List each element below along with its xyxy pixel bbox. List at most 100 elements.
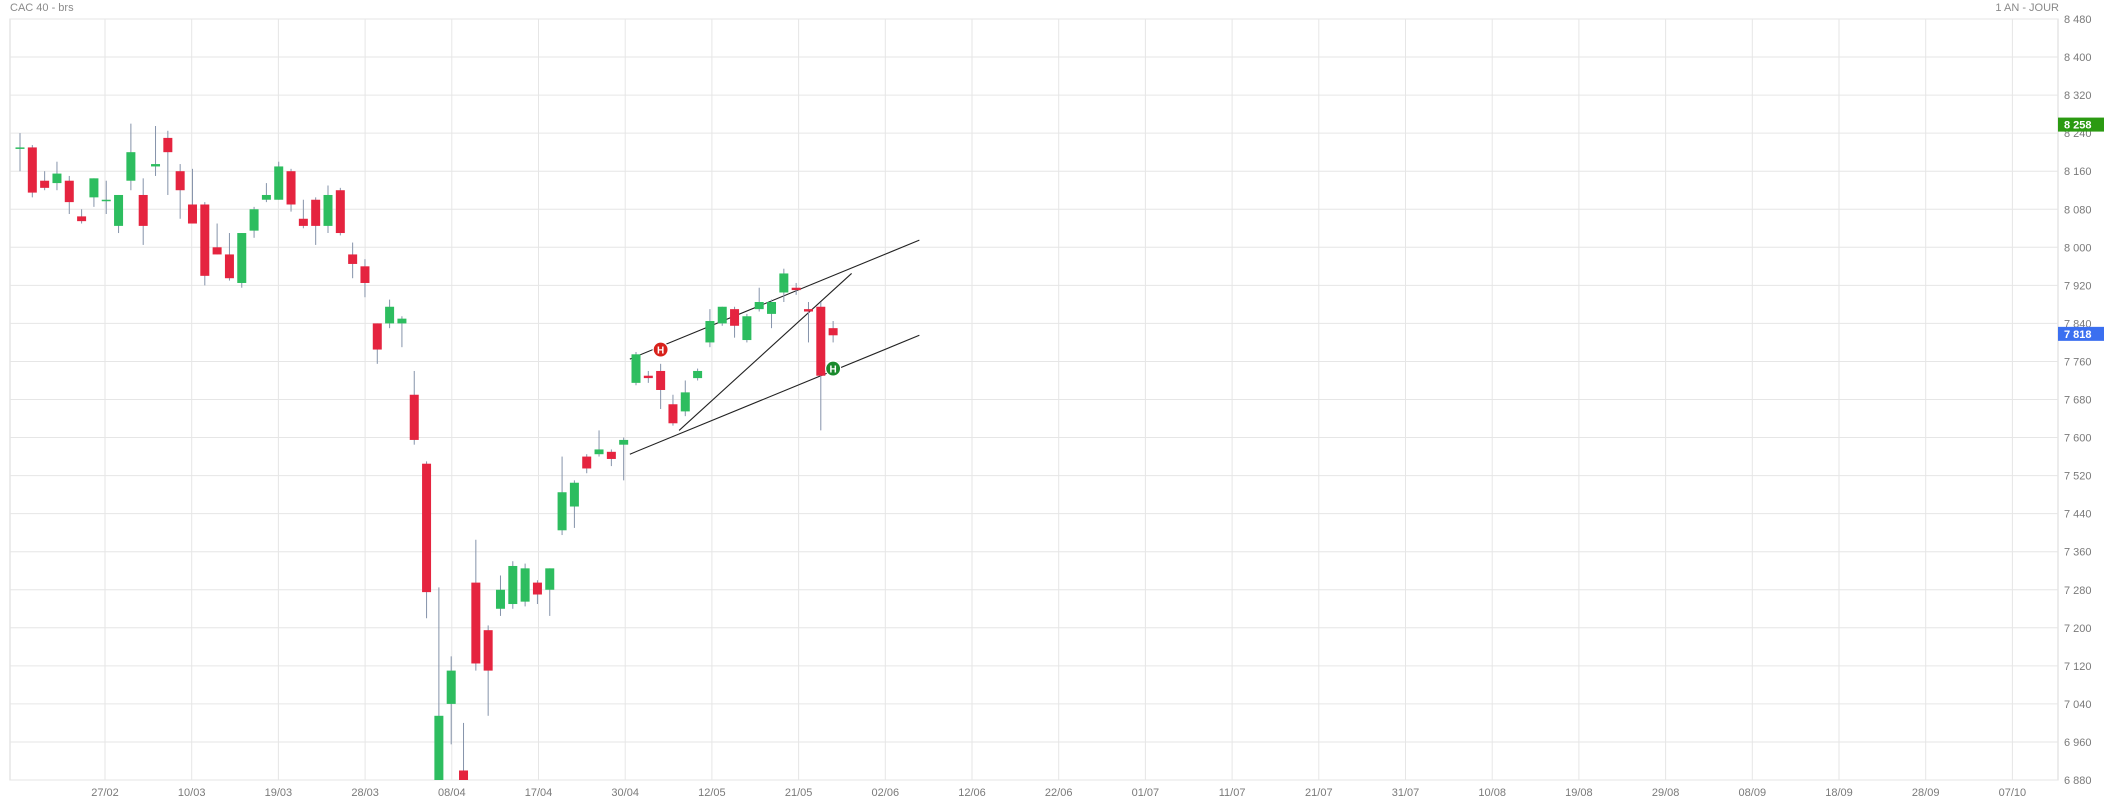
candle-body: [656, 370, 666, 390]
x-tick-label: 10/03: [178, 787, 206, 799]
y-tick-label: 7 760: [2064, 356, 2092, 368]
y-tick-label: 7 680: [2064, 395, 2092, 407]
x-tick-label: 30/04: [611, 787, 639, 799]
candle-body: [680, 392, 690, 412]
candle-body: [582, 456, 592, 469]
y-tick-label: 7 600: [2064, 433, 2092, 445]
signal-label: H: [830, 364, 837, 375]
x-tick-label: 12/05: [698, 787, 726, 799]
y-tick-label: 7 200: [2064, 623, 2092, 635]
candle-body: [311, 199, 321, 226]
y-tick-label: 8 400: [2064, 52, 2092, 64]
candle-body: [77, 216, 87, 222]
candle-body: [52, 173, 62, 184]
candle-body: [668, 404, 678, 424]
x-tick-label: 19/03: [265, 787, 293, 799]
candle-body: [27, 147, 37, 193]
candle-body: [557, 492, 567, 531]
period-label[interactable]: 1 AN - JOUR: [1995, 2, 2059, 14]
trendline: [678, 273, 852, 431]
x-tick-label: 08/09: [1739, 787, 1767, 799]
trendline: [629, 334, 920, 455]
candle-body: [323, 194, 333, 226]
x-tick-label: 17/04: [525, 787, 553, 799]
candle-body: [508, 565, 518, 605]
candle-body: [298, 218, 308, 226]
x-tick-label: 11/07: [1219, 787, 1246, 799]
candle-body: [483, 630, 493, 671]
signal-marker: [652, 341, 669, 358]
candle-body: [631, 354, 641, 383]
candle-body: [385, 306, 395, 324]
candle-body: [224, 254, 234, 279]
x-tick-label: 19/08: [1565, 787, 1593, 799]
trendlines: [629, 239, 920, 455]
y-tick-label: 8 320: [2064, 90, 2092, 102]
candle-body: [138, 194, 148, 226]
candle-body: [643, 375, 653, 379]
candle-body: [754, 301, 764, 310]
x-tick-label: 02/06: [872, 787, 900, 799]
x-tick-label: 18/09: [1825, 787, 1853, 799]
candle-body: [175, 171, 185, 191]
candle-body: [606, 451, 616, 459]
y-tick-label: 6 880: [2064, 775, 2092, 787]
candle-body: [212, 247, 222, 255]
candle-body: [545, 568, 555, 590]
y-tick-label: 7 440: [2064, 509, 2092, 521]
signal-marker: [825, 360, 842, 377]
candle-body: [828, 328, 838, 336]
x-tick-label: 28/09: [1912, 787, 1940, 799]
y-tick-label: 7 360: [2064, 547, 2092, 559]
price-badge: [2058, 326, 2104, 341]
candle-body: [446, 670, 456, 704]
y-tick-label: 8 000: [2064, 242, 2092, 254]
candle-body: [101, 199, 111, 202]
candle-body: [705, 321, 715, 343]
candle-body: [89, 178, 99, 198]
x-tick-label: 31/07: [1392, 787, 1420, 799]
price-badge-label: 8 258: [2064, 120, 2092, 132]
y-tick-label: 8 480: [2064, 14, 2092, 26]
candle-body: [767, 301, 777, 314]
x-tick-label: 29/08: [1652, 787, 1680, 799]
y-tick-label: 8 080: [2064, 204, 2092, 216]
x-tick-label: 21/05: [785, 787, 813, 799]
candle-body: [200, 204, 210, 276]
candle-body: [409, 394, 419, 440]
x-tick-label: 12/06: [958, 787, 986, 799]
candle-body: [237, 233, 247, 283]
candle-body: [471, 582, 481, 664]
candles: [15, 123, 838, 780]
candle-body: [64, 180, 74, 203]
candle-body: [594, 449, 604, 455]
candle-body: [348, 254, 358, 264]
price-badge: [2058, 117, 2104, 132]
candle-body: [261, 194, 271, 200]
y-tick-label: 7 040: [2064, 699, 2092, 711]
candle-body: [717, 306, 727, 324]
candle-body: [422, 463, 432, 593]
candle-body: [742, 316, 752, 341]
candle-body: [40, 180, 50, 188]
candle-body: [520, 568, 530, 602]
x-tick-label: 07/10: [1999, 787, 2027, 799]
y-tick-label: 7 920: [2064, 280, 2092, 292]
signals: HH: [652, 341, 842, 377]
candle-body: [360, 266, 370, 283]
y-tick-label: 7 520: [2064, 471, 2092, 483]
x-tick-label: 27/02: [91, 787, 119, 799]
candle-body: [163, 137, 173, 153]
candle-body: [274, 166, 284, 200]
candle-body: [187, 204, 197, 224]
grid: [9, 18, 2059, 781]
candle-body: [693, 370, 703, 379]
x-tick-label: 21/07: [1305, 787, 1333, 799]
y-tick-label: 7 280: [2064, 585, 2092, 597]
y-tick-label: 7 120: [2064, 661, 2092, 673]
candle-body: [286, 171, 296, 205]
candle-body: [126, 152, 136, 181]
candle-body: [779, 273, 789, 293]
